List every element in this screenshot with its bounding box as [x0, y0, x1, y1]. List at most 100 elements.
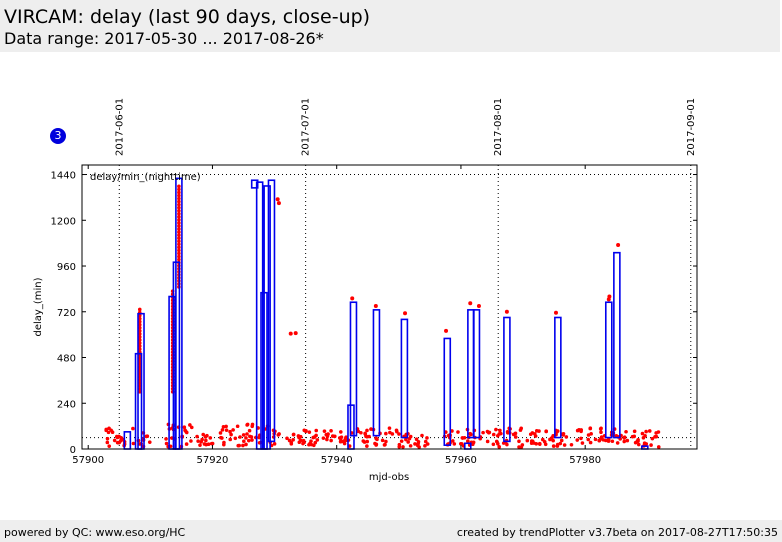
data-point	[177, 227, 181, 231]
data-point	[384, 439, 388, 444]
data-point	[137, 362, 142, 367]
data-point	[116, 440, 121, 445]
data-point	[588, 440, 593, 445]
data-point	[383, 442, 387, 447]
data-point	[307, 430, 312, 434]
footer-created: created by trendPlotter v3.7beta on 2017…	[456, 526, 778, 539]
data-point	[606, 439, 611, 443]
data-point	[548, 437, 552, 442]
data-point	[365, 428, 369, 433]
data-point	[177, 245, 181, 250]
data-point	[543, 442, 548, 447]
data-point	[654, 434, 659, 439]
data-point	[199, 440, 204, 444]
data-column	[613, 251, 621, 439]
data-point	[530, 439, 535, 444]
footer-credit: powered by QC: www.eso.org/HC	[4, 526, 186, 539]
data-point	[361, 439, 366, 443]
data-point	[356, 429, 361, 434]
data-point	[177, 187, 181, 192]
data-point	[387, 426, 392, 430]
data-point	[491, 432, 496, 437]
data-point	[559, 438, 564, 443]
data-point	[481, 430, 485, 435]
data-point	[569, 442, 574, 447]
data-point	[275, 197, 280, 202]
data-point	[238, 435, 242, 439]
data-point	[177, 211, 181, 216]
data-point	[601, 438, 606, 442]
data-point	[485, 439, 490, 444]
data-point	[413, 442, 417, 446]
y-tick-label: 0	[70, 445, 76, 456]
data-point	[325, 434, 330, 438]
page-title: VIRCAM: delay (last 90 days, close-up)	[4, 6, 371, 28]
data-point	[579, 428, 584, 432]
data-point	[246, 438, 251, 443]
data-point	[537, 441, 542, 446]
data-point	[222, 440, 226, 445]
data-point	[177, 257, 181, 262]
data-point	[537, 429, 541, 433]
date-marker-label: 2017-08-01	[493, 98, 504, 156]
data-point	[423, 444, 427, 448]
data-point	[425, 442, 430, 446]
data-point	[137, 383, 142, 388]
data-point	[374, 436, 378, 441]
date-marker-label: 2017-06-01	[114, 98, 125, 156]
data-point	[147, 440, 152, 444]
data-point	[562, 443, 567, 447]
data-point	[586, 437, 591, 442]
data-point	[380, 438, 385, 443]
data-point	[177, 196, 181, 201]
data-point	[233, 436, 238, 441]
data-point	[633, 440, 638, 445]
data-point	[114, 434, 119, 439]
data-point	[606, 297, 611, 302]
data-point	[309, 442, 314, 447]
data-point	[494, 427, 498, 432]
data-point	[593, 437, 598, 442]
data-point	[373, 441, 377, 446]
plot-frame	[81, 164, 698, 450]
data-point	[285, 436, 289, 441]
data-point	[297, 435, 301, 440]
data-point	[228, 429, 232, 434]
date-marker-label: 2017-07-01	[301, 98, 312, 156]
data-point	[551, 438, 555, 443]
data-column	[503, 316, 511, 443]
data-column	[250, 179, 259, 189]
data-point	[257, 435, 261, 440]
legend-label: delay/min_(nighttime)	[90, 172, 201, 183]
data-point	[137, 377, 142, 382]
data-point	[614, 433, 619, 438]
data-point	[289, 442, 294, 446]
data-point	[301, 438, 306, 443]
data-point	[137, 307, 142, 312]
data-point	[137, 371, 142, 376]
data-point	[177, 230, 181, 234]
data-point	[131, 426, 135, 431]
data-point	[491, 442, 496, 447]
data-point	[137, 332, 142, 336]
data-point	[650, 436, 655, 441]
data-point	[245, 422, 250, 427]
data-point	[231, 428, 235, 432]
data-point	[137, 368, 142, 373]
data-point	[302, 428, 307, 433]
data-point	[615, 441, 620, 445]
data-point	[369, 427, 373, 431]
data-point	[580, 441, 585, 445]
data-point	[220, 428, 225, 432]
data-point	[250, 438, 254, 442]
data-point	[209, 441, 214, 446]
data-point	[322, 429, 327, 433]
data-point	[184, 442, 189, 446]
data-point	[182, 425, 187, 430]
data-point	[137, 386, 142, 391]
data-point	[202, 442, 207, 446]
data-point	[177, 215, 181, 219]
data-point	[408, 444, 413, 448]
data-point	[364, 434, 368, 438]
data-point	[399, 439, 404, 443]
